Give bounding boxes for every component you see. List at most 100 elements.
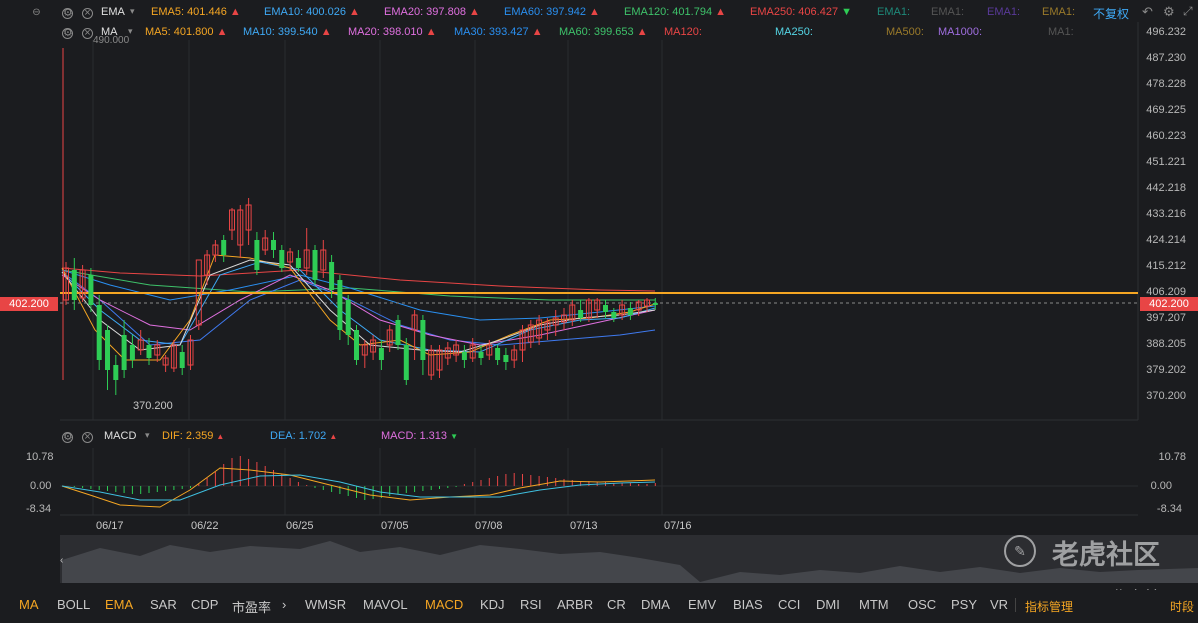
close-icon[interactable]: × — [82, 28, 93, 39]
candle-body — [254, 240, 260, 270]
candle-body — [395, 320, 401, 345]
tab-bias[interactable]: BIAS — [733, 597, 763, 612]
time-period-button[interactable]: 时段 — [1170, 600, 1195, 614]
ema-indicator-label[interactable]: EMA — [101, 6, 125, 18]
candle-body — [411, 314, 418, 331]
price-tick: 406.209 — [1146, 286, 1186, 298]
tab-ma[interactable]: MA — [19, 597, 39, 612]
settings-icon[interactable]: ⚙ — [1163, 4, 1175, 19]
macd-tick-left: 10.78 — [26, 451, 54, 463]
candle-body — [552, 317, 559, 326]
candle-body — [361, 344, 368, 356]
navigator-handle[interactable]: ‹ — [60, 555, 64, 566]
tab-osc[interactable]: OSC — [908, 597, 937, 612]
tab-cr[interactable]: CR — [607, 597, 626, 612]
candle-body — [569, 304, 576, 321]
macd-tick-right: 10.78 — [1158, 451, 1186, 463]
candlestick-chart[interactable] — [0, 0, 1198, 590]
price-tick: 496.232 — [1146, 26, 1186, 38]
ma-indicator-label[interactable]: MA — [101, 26, 118, 38]
candle-body — [88, 275, 94, 305]
undo-icon[interactable]: ↶ — [1142, 4, 1153, 19]
candle-body — [370, 339, 377, 353]
candle-body — [511, 349, 518, 361]
tab-cdp[interactable]: CDP — [191, 597, 219, 612]
candle-body — [503, 355, 509, 362]
ema-legend-row: ⊖ ⚙ × EMA ▾ EMA5: 401.446 ▲ EMA10: 400.0… — [0, 2, 1198, 22]
date-tick: 06/17 — [96, 520, 124, 532]
gear-icon[interactable]: ⚙ — [62, 27, 73, 39]
collapse-icon[interactable]: ⊖ — [32, 7, 41, 18]
ma10-value: MA10: 399.540 ▲ — [243, 26, 332, 38]
candle-body — [444, 347, 451, 359]
macd-histogram — [73, 456, 656, 500]
price-tick: 379.202 — [1146, 364, 1186, 376]
candle-body — [561, 314, 567, 323]
candle-body — [627, 308, 633, 315]
tab-dma[interactable]: DMA — [641, 597, 670, 612]
candle-body — [229, 209, 235, 231]
candlesticks — [63, 198, 658, 395]
candle-body — [303, 249, 310, 269]
ema10-value: EMA10: 400.026 ▲ — [264, 6, 360, 18]
candle-body — [63, 267, 69, 301]
tab-macd[interactable]: MACD — [425, 597, 464, 612]
date-tick: 06/25 — [286, 520, 314, 532]
tab-kdj[interactable]: KDJ — [480, 597, 505, 612]
candle-body — [337, 280, 343, 330]
gear-icon[interactable]: ⚙ — [62, 431, 73, 443]
price-tick: 433.216 — [1146, 208, 1186, 220]
candle-body — [195, 259, 202, 326]
indicator-tab-bar: MA BOLL EMA SAR CDP 市盈率 › WMSR MAVOL MAC… — [0, 590, 1198, 623]
tab-cci[interactable]: CCI — [778, 597, 801, 612]
tab-rsi[interactable]: RSI — [520, 597, 542, 612]
tab-vr[interactable]: VR — [990, 597, 1009, 612]
gear-icon[interactable]: ⚙ — [62, 7, 73, 19]
tab-ema[interactable]: EMA — [105, 597, 134, 612]
candle-body — [212, 244, 219, 256]
candle-body — [146, 345, 152, 358]
tab-mavol[interactable]: MAVOL — [363, 597, 408, 612]
candle-body — [619, 304, 626, 316]
tab-arbr[interactable]: ARBR — [557, 597, 594, 612]
tab-pe[interactable]: 市盈率 — [232, 600, 272, 615]
tab-wmsr[interactable]: WMSR — [305, 597, 347, 612]
candle-body — [644, 299, 650, 307]
candle-body — [603, 305, 608, 312]
candle-body — [354, 330, 359, 360]
price-tick: 478.228 — [1146, 78, 1186, 90]
navigator-volume — [62, 541, 1198, 583]
macd-indicator-label[interactable]: MACD — [104, 430, 137, 442]
chevron-right-icon[interactable]: › — [282, 597, 287, 612]
tab-sar[interactable]: SAR — [150, 597, 177, 612]
restore-toggle[interactable]: 不复权 — [1093, 7, 1130, 21]
candle-body — [386, 329, 393, 346]
chevron-down-icon[interactable]: ▾ — [145, 430, 150, 440]
chevron-down-icon[interactable]: ▾ — [130, 6, 135, 16]
indicator-manage-button[interactable]: 指标管理 — [1025, 600, 1074, 614]
candle-body — [162, 357, 169, 366]
candle-body — [436, 349, 443, 371]
close-icon[interactable]: × — [82, 432, 93, 443]
candle-body — [96, 305, 102, 360]
date-tick: 07/05 — [381, 520, 409, 532]
tab-boll[interactable]: BOLL — [57, 597, 91, 612]
candle-body — [428, 349, 435, 376]
candle-body — [204, 254, 211, 276]
tab-emv[interactable]: EMV — [688, 597, 717, 612]
tab-dmi[interactable]: DMI — [816, 597, 840, 612]
dea-line — [61, 474, 656, 501]
candle-body — [170, 344, 177, 369]
chevron-down-icon[interactable]: ▾ — [128, 26, 133, 36]
tab-psy[interactable]: PSY — [951, 597, 978, 612]
fullscreen-icon[interactable]: ⤢ — [1183, 4, 1193, 18]
tiger-logo-icon: ✎ — [1004, 535, 1036, 567]
price-tick: 397.207 — [1146, 312, 1186, 324]
price-tick: 442.218 — [1146, 182, 1186, 194]
close-icon[interactable]: × — [82, 8, 93, 19]
candle-body — [312, 250, 318, 280]
ma30-value: MA30: 393.427 ▲ — [454, 26, 543, 38]
candle-body — [544, 321, 551, 331]
tab-mtm[interactable]: MTM — [859, 597, 889, 612]
candle-body — [585, 299, 592, 319]
